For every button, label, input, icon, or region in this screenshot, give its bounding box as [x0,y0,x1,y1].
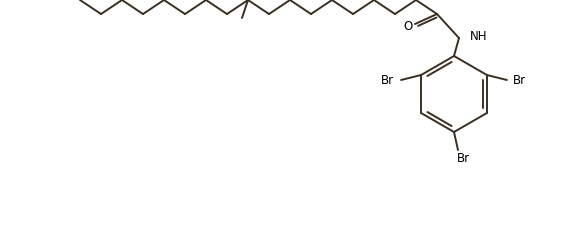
Text: Br: Br [381,74,394,87]
Text: Br: Br [456,152,469,165]
Text: O: O [403,20,413,33]
Text: Br: Br [513,74,526,87]
Text: NH: NH [470,30,488,43]
